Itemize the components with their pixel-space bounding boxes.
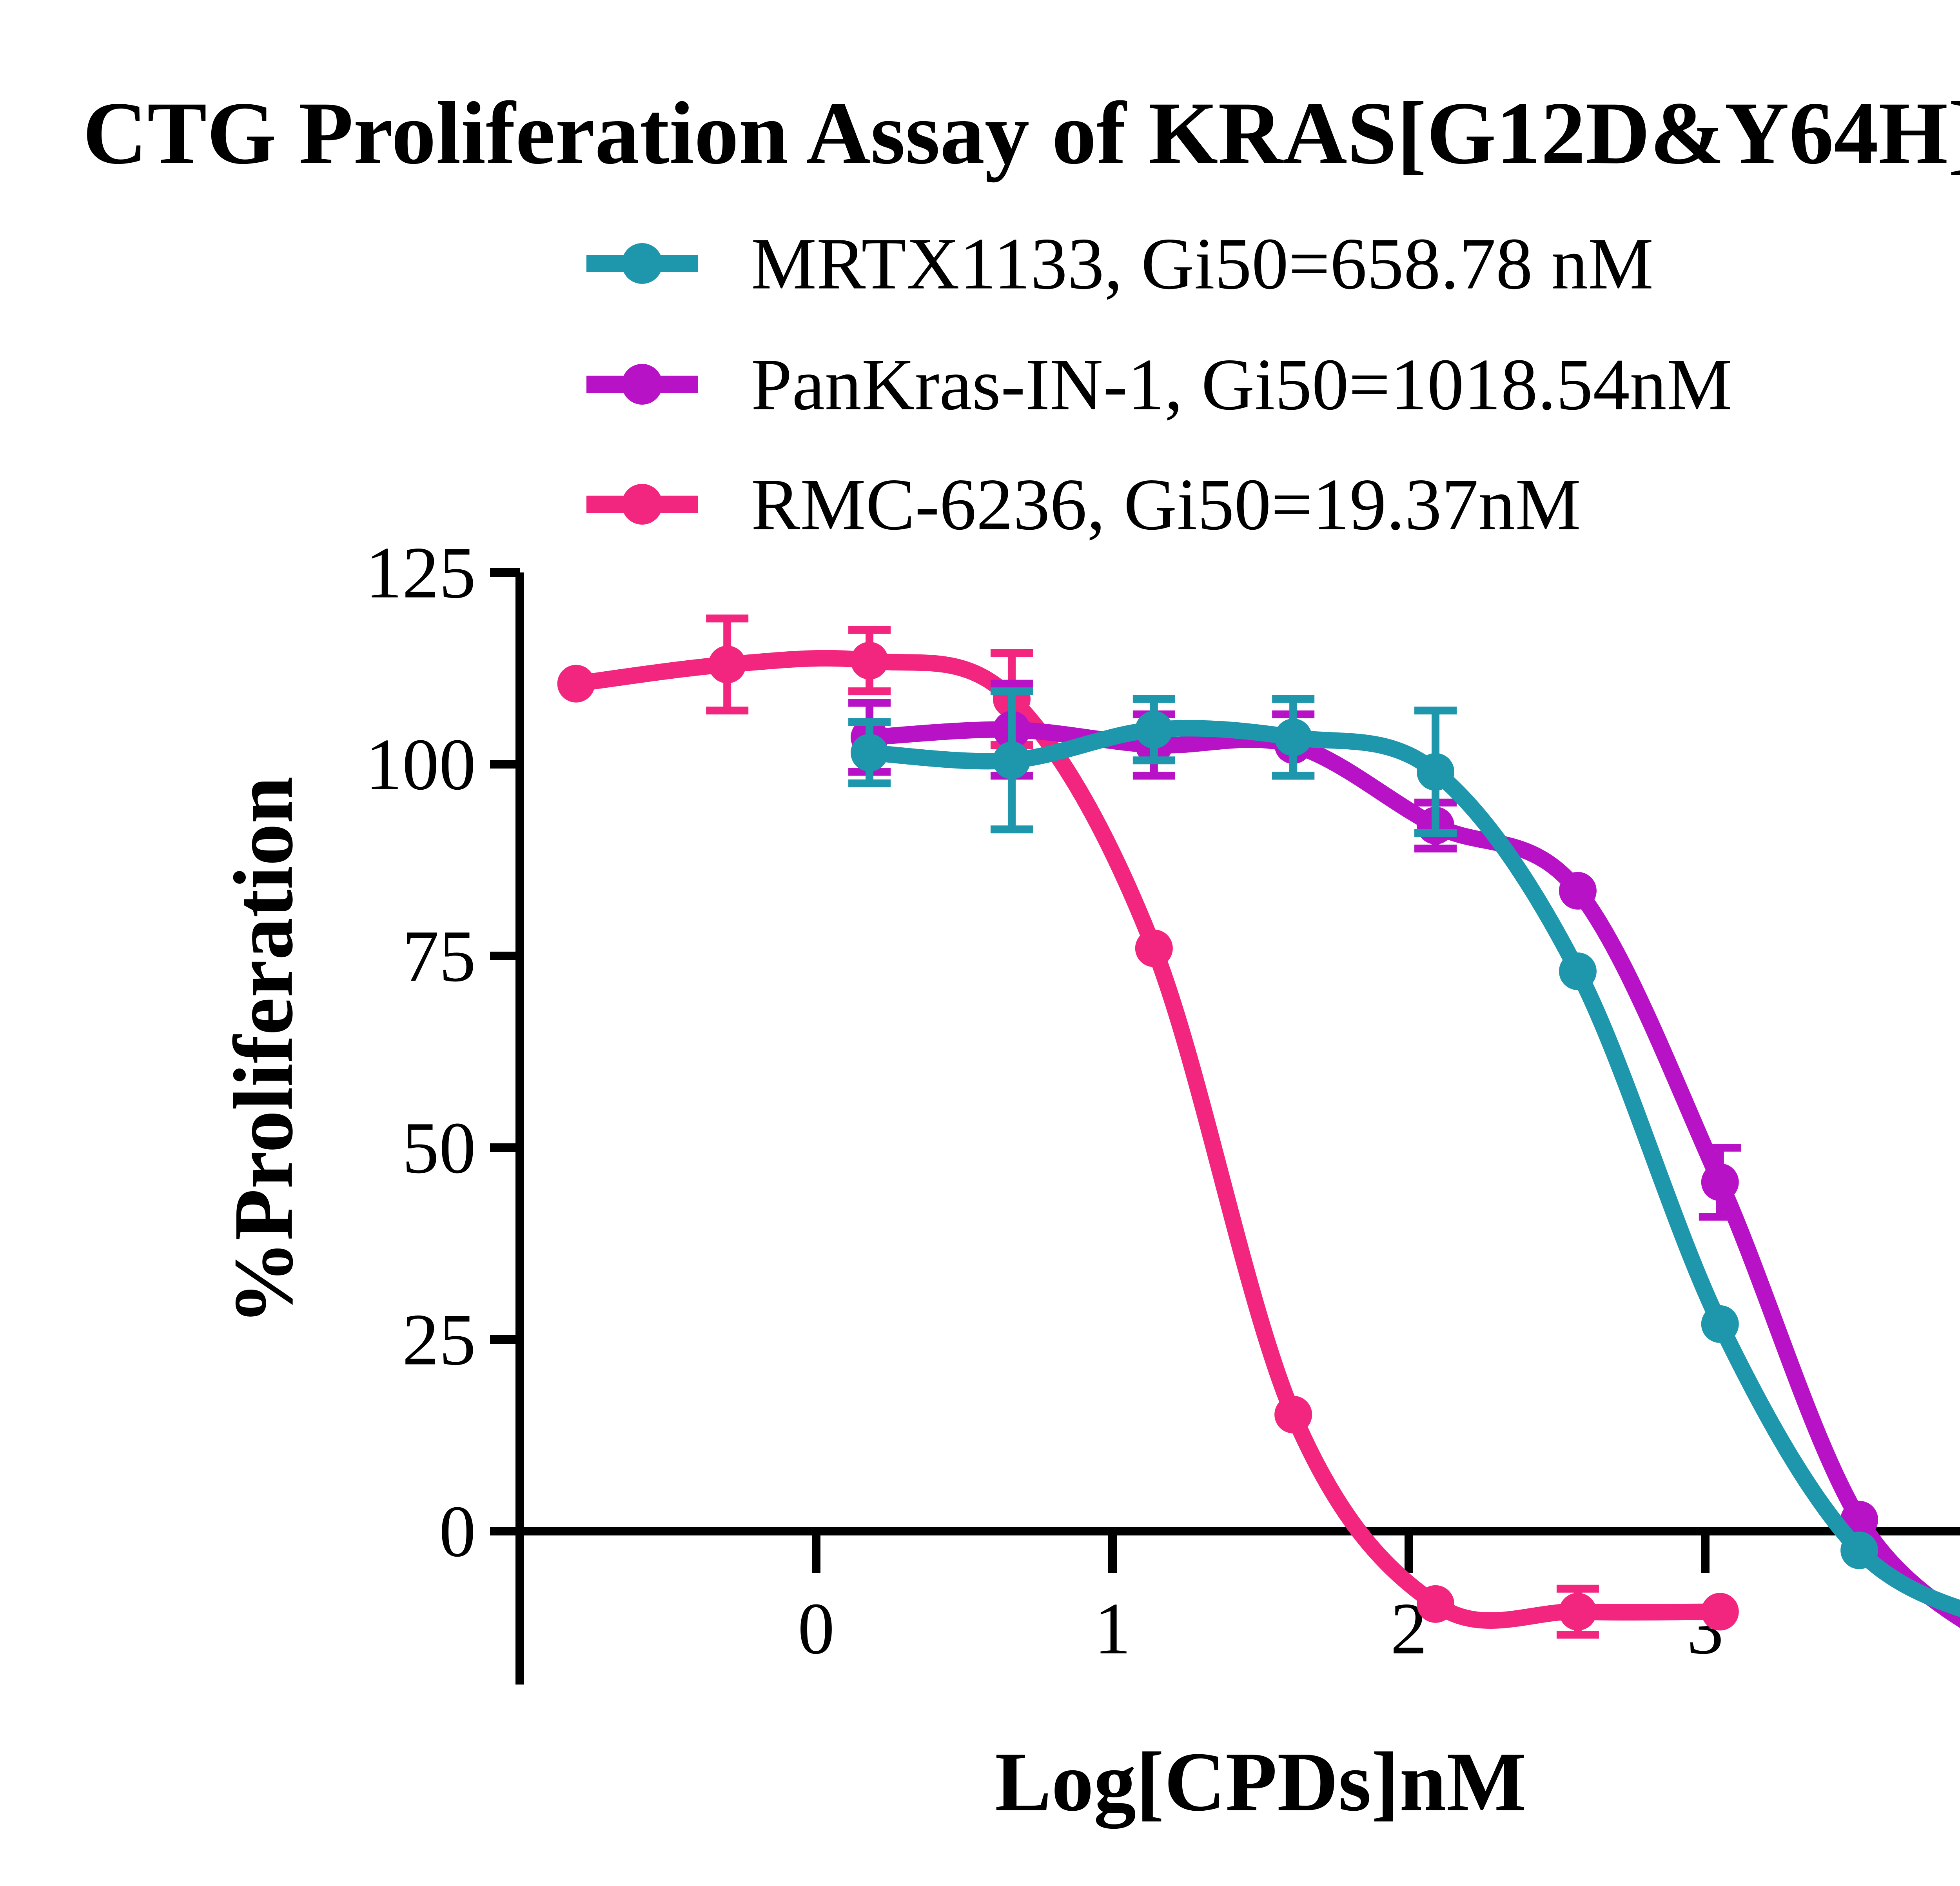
y-tick-label-75: 75 xyxy=(402,915,476,997)
data-point-mrtx1133-0 xyxy=(851,734,889,772)
fit-curve-pankras-in-1 xyxy=(861,721,1960,1628)
data-point-mrtx1133-4 xyxy=(1417,753,1455,791)
data-point-rmc-6236-6 xyxy=(1417,1585,1455,1623)
legend-label: MRTX1133, Gi50=658.78 nM xyxy=(751,223,1653,305)
legend-item-rmc-6236: RMC-6236, Gi50=19.37nM xyxy=(586,463,1581,545)
data-point-rmc-6236-7 xyxy=(1559,1593,1597,1631)
data-point-rmc-6236-4 xyxy=(1135,929,1173,967)
data-point-pankras-in-1-6 xyxy=(1701,1163,1739,1201)
data-point-rmc-6236-8 xyxy=(1701,1593,1739,1631)
legend-marker-icon xyxy=(622,243,662,284)
legend-label: RMC-6236, Gi50=19.37nM xyxy=(751,463,1581,545)
data-point-mrtx1133-7 xyxy=(1840,1531,1878,1569)
data-point-mrtx1133-6 xyxy=(1701,1305,1739,1343)
y-tick-label-100: 100 xyxy=(365,723,476,805)
y-tick-label-50: 50 xyxy=(402,1107,476,1189)
legend-item-mrtx1133: MRTX1133, Gi50=658.78 nM xyxy=(586,223,1653,305)
x-tick-label-0: 0 xyxy=(798,1588,835,1670)
chart-title: CTG Proliferation Assay of KRAS[G12D&Y64… xyxy=(83,84,1960,183)
y-tick-label-125: 125 xyxy=(365,532,476,614)
data-point-mrtx1133-2 xyxy=(1135,710,1173,749)
data-point-rmc-6236-0 xyxy=(557,665,595,703)
legend-marker-icon xyxy=(622,364,662,405)
y-axis-title: %Proliferation xyxy=(217,776,310,1325)
axes: 025507510012501234 xyxy=(365,532,1960,1685)
data-point-mrtx1133-3 xyxy=(1274,718,1312,756)
x-tick-label-1: 1 xyxy=(1094,1588,1131,1670)
data-point-rmc-6236-5 xyxy=(1274,1395,1312,1434)
legend-label: PanKras-IN-1, Gi50=1018.54nM xyxy=(751,343,1732,425)
y-tick-label-0: 0 xyxy=(439,1490,476,1572)
series-rmc-6236 xyxy=(557,614,1739,1639)
data-point-pankras-in-1-5 xyxy=(1559,872,1597,910)
data-point-rmc-6236-2 xyxy=(851,641,889,680)
fit-curve-rmc-6236 xyxy=(568,650,1728,1629)
data-series xyxy=(557,614,1960,1639)
legend: MRTX1133, Gi50=658.78 nM PanKras-IN-1, G… xyxy=(586,223,1732,545)
legend-marker-icon xyxy=(622,484,662,525)
series-mrtx1133 xyxy=(848,687,1960,1617)
legend-item-pankras-in-1: PanKras-IN-1, Gi50=1018.54nM xyxy=(586,343,1732,425)
x-axis-title: Log[CPDs]nM xyxy=(995,1735,1526,1829)
data-point-rmc-6236-1 xyxy=(708,645,746,683)
data-point-mrtx1133-1 xyxy=(993,741,1031,779)
fit-curve-mrtx1133 xyxy=(861,720,1960,1617)
data-point-mrtx1133-5 xyxy=(1559,952,1597,990)
y-tick-label-25: 25 xyxy=(402,1299,476,1381)
